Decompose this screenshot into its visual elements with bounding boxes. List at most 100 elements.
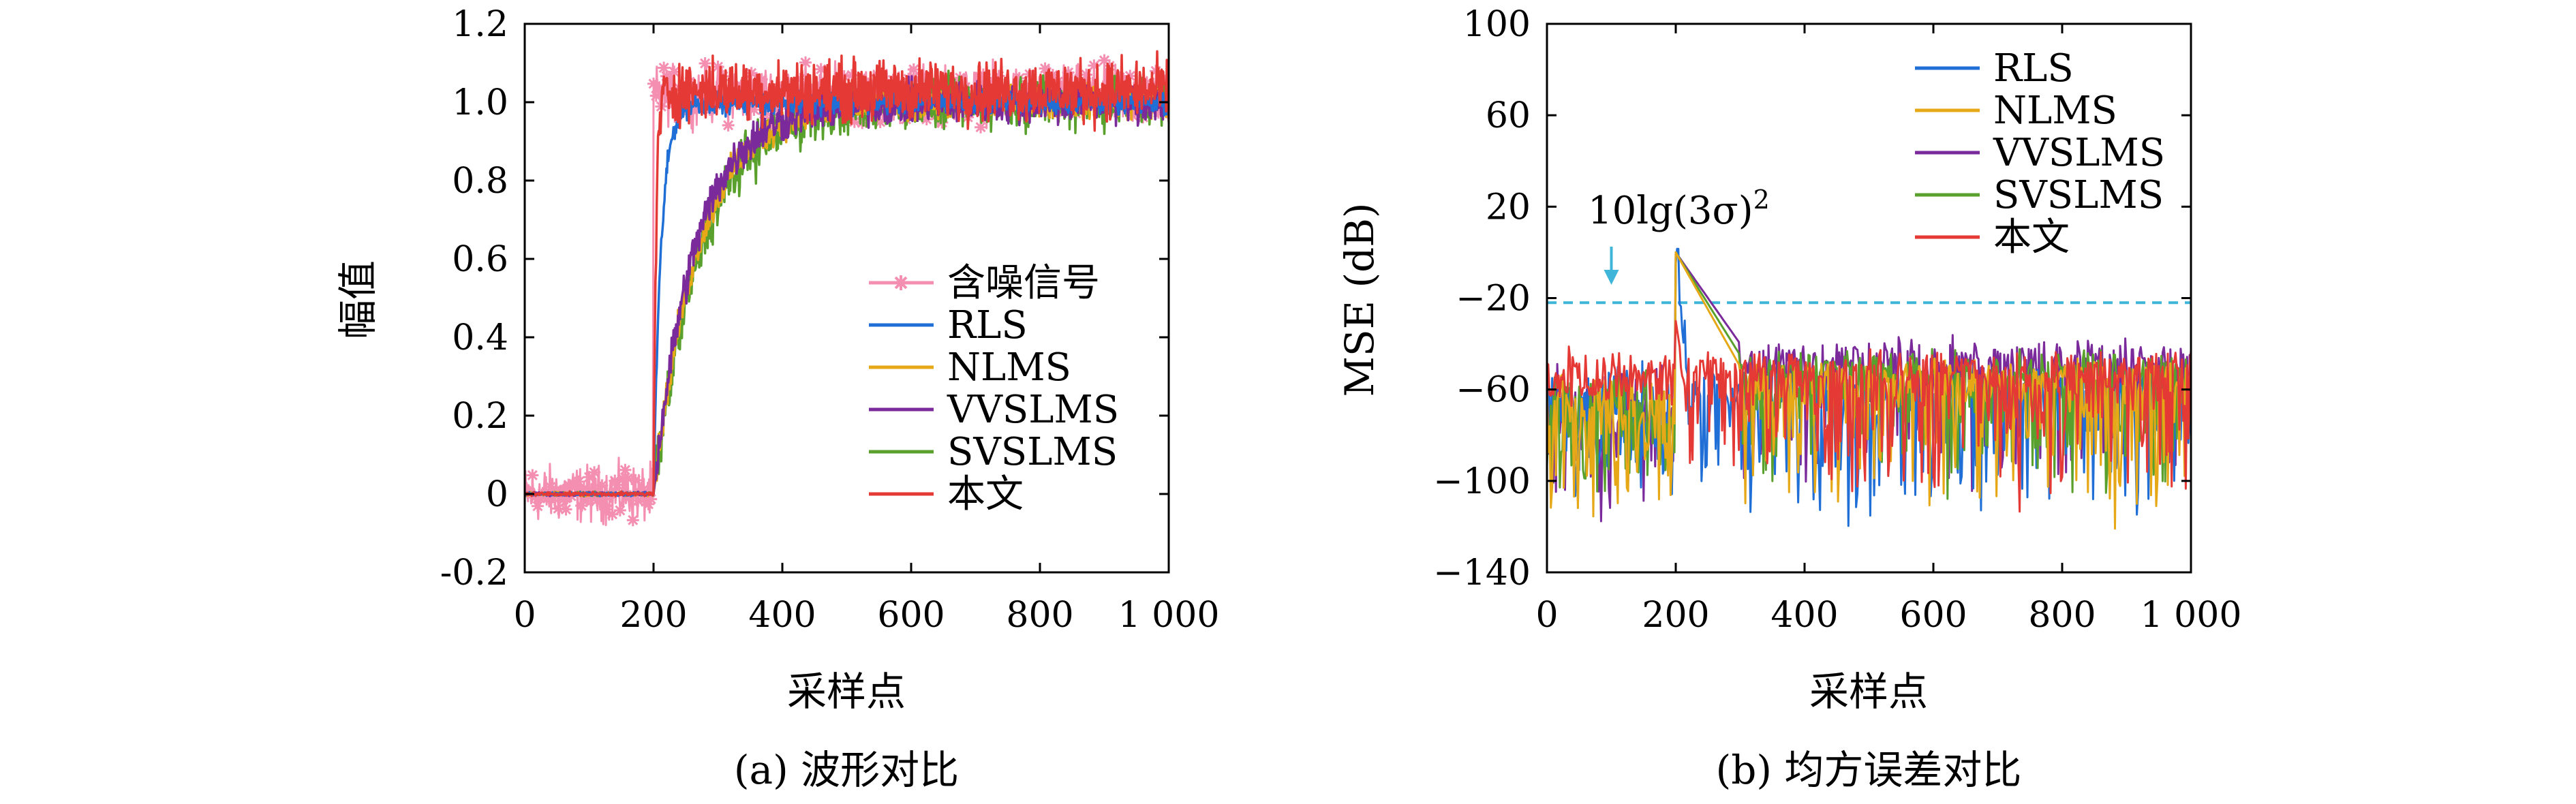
x-tick-label: 800 — [1006, 595, 1073, 636]
legend-label: VVSLMS — [1993, 131, 2165, 175]
y-tick-label: 0.4 — [452, 318, 508, 358]
noisy-point — [975, 121, 987, 134]
y-tick-label: −140 — [1433, 553, 1531, 593]
noisy-point — [1098, 54, 1111, 67]
noisy-point — [745, 67, 758, 80]
x-axis-label-b: 采样点 — [1809, 668, 1928, 715]
x-tick-label: 400 — [1770, 595, 1838, 636]
y-tick-label: 0 — [486, 474, 508, 515]
x-tick-label: 600 — [1899, 595, 1967, 636]
caption-b: (b) 均方误差对比 — [1716, 747, 2022, 793]
noisy-point — [748, 103, 761, 116]
noisy-point — [531, 499, 544, 512]
legend-label: 本文 — [1993, 215, 2070, 260]
noisy-point — [658, 61, 671, 74]
y-tick-label: 20 — [1486, 187, 1531, 228]
noisy-point — [611, 478, 624, 491]
legend-label: 含噪信号 — [947, 261, 1100, 305]
y-tick-label: 60 — [1486, 95, 1531, 136]
y-ticks-a: -0.2 0 0.2 0.4 0.6 0.8 1.0 1.2 — [440, 4, 1169, 593]
noisy-point — [699, 57, 711, 70]
noisy-point — [662, 80, 675, 93]
annotation-b: 10lg(3σ)2 — [1588, 185, 1770, 285]
noisy-point — [1080, 68, 1093, 81]
noisy-point — [920, 113, 933, 126]
noisy-point — [544, 480, 557, 493]
y-axis-label-a: 幅值 — [335, 260, 381, 339]
noisy-point — [1152, 106, 1165, 119]
noisy-point — [907, 63, 920, 76]
noisy-point — [557, 493, 570, 506]
noisy-point — [585, 483, 598, 496]
noisy-point — [606, 508, 619, 521]
noisy-point — [992, 69, 1005, 82]
x-ticks-a: 0 200 400 600 800 1 000 — [513, 24, 1219, 636]
noisy-point — [649, 89, 662, 102]
noisy-point — [722, 119, 735, 132]
x-tick-label: 400 — [748, 595, 816, 636]
x-tick-label: 200 — [1642, 595, 1709, 636]
noisy-point — [647, 77, 660, 90]
series-line-proposed — [525, 50, 1169, 497]
legend-label: NLMS — [947, 345, 1071, 390]
plot-area-a — [525, 50, 1169, 527]
noisy-point — [1114, 71, 1126, 84]
plot-frame-a — [523, 22, 1170, 574]
noisy-point — [596, 479, 609, 492]
noisy-point — [936, 116, 949, 129]
noisy-point — [547, 491, 559, 504]
y-tick-label: 0.2 — [452, 396, 508, 437]
y-axis-label-b: MSE (dB) — [1336, 203, 1383, 397]
noisy-point — [613, 504, 626, 517]
noisy-point — [529, 491, 542, 504]
noisy-point — [1039, 62, 1052, 75]
y-tick-label: 100 — [1463, 4, 1531, 45]
y-tick-label: 0.6 — [452, 239, 508, 280]
y-ticks-b: −140 −100 −60 −20 20 60 100 — [1433, 4, 2191, 593]
noisy-point — [626, 514, 639, 527]
noisy-point — [554, 484, 567, 497]
noisy-point — [632, 494, 645, 507]
noisy-point — [711, 60, 724, 73]
legend-marker — [893, 275, 908, 290]
y-tick-label: 1.0 — [452, 82, 508, 123]
noisy-point — [688, 102, 701, 114]
mse-line-proposed — [1547, 320, 2191, 513]
noisy-point — [846, 69, 859, 82]
x-tick-label: 0 — [1535, 595, 1558, 636]
noisy-point — [856, 117, 869, 129]
noisy-point — [534, 492, 547, 505]
plot-area-b — [1547, 247, 2191, 530]
legend-label: NLMS — [1993, 89, 2117, 133]
noisy-point — [593, 492, 606, 505]
noisy-point — [609, 474, 622, 487]
legend-label: VVSLMS — [947, 388, 1119, 432]
noisy-point — [580, 495, 593, 508]
noisy-point — [652, 82, 665, 95]
noisy-point — [583, 471, 596, 484]
noisy-point — [874, 116, 887, 129]
noisy-point — [619, 463, 632, 476]
y-tick-label: −20 — [1456, 279, 1531, 320]
noisy-point — [1013, 72, 1026, 84]
noisy-point — [577, 482, 590, 495]
noisy-point — [848, 115, 861, 128]
panel-b: 0 200 400 600 800 1 000 −140 −100 −60 −20 20 60 100… — [1336, 4, 2241, 793]
noisy-point — [526, 469, 539, 482]
panel-a: 0 200 400 600 800 1 000 -0.2 0 0.2 0.4 0.6 0.8 1.0 1… — [335, 4, 1219, 793]
noisy-point — [755, 73, 768, 86]
noisy-point — [552, 502, 565, 515]
y-tick-label: 1.2 — [452, 4, 508, 45]
y-tick-label: 0.8 — [452, 161, 508, 202]
noisy-point — [668, 65, 681, 78]
y-tick-label: -0.2 — [440, 553, 508, 593]
x-tick-label: 1 000 — [2141, 595, 2242, 636]
x-ticks-b: 0 200 400 600 800 1 000 — [1535, 24, 2241, 636]
noisy-point — [1062, 66, 1075, 79]
x-tick-label: 800 — [2028, 595, 2096, 636]
legend-label: 本文 — [947, 472, 1024, 516]
noisy-point — [622, 472, 634, 485]
